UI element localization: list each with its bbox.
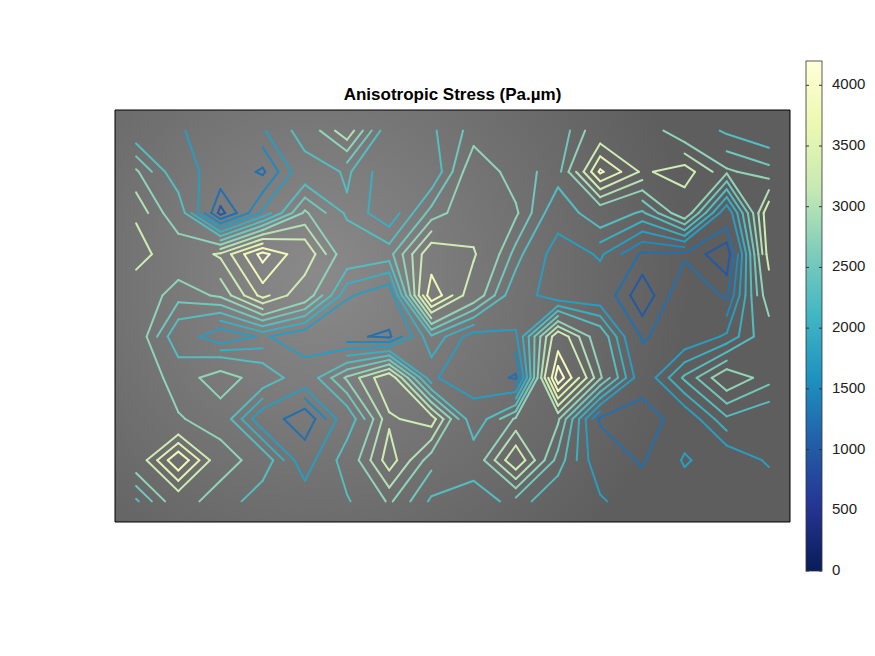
svg-text:2000: 2000 — [832, 318, 865, 335]
svg-text:3500: 3500 — [832, 136, 865, 153]
svg-text:2500: 2500 — [832, 257, 865, 274]
svg-text:4000: 4000 — [832, 75, 865, 92]
svg-text:500: 500 — [832, 500, 857, 517]
svg-text:1500: 1500 — [832, 379, 865, 396]
svg-text:1000: 1000 — [832, 440, 865, 457]
svg-text:Anisotropic Stress (Pa.µm): Anisotropic Stress (Pa.µm) — [344, 85, 562, 104]
svg-text:0: 0 — [832, 561, 840, 578]
svg-text:3000: 3000 — [832, 197, 865, 214]
